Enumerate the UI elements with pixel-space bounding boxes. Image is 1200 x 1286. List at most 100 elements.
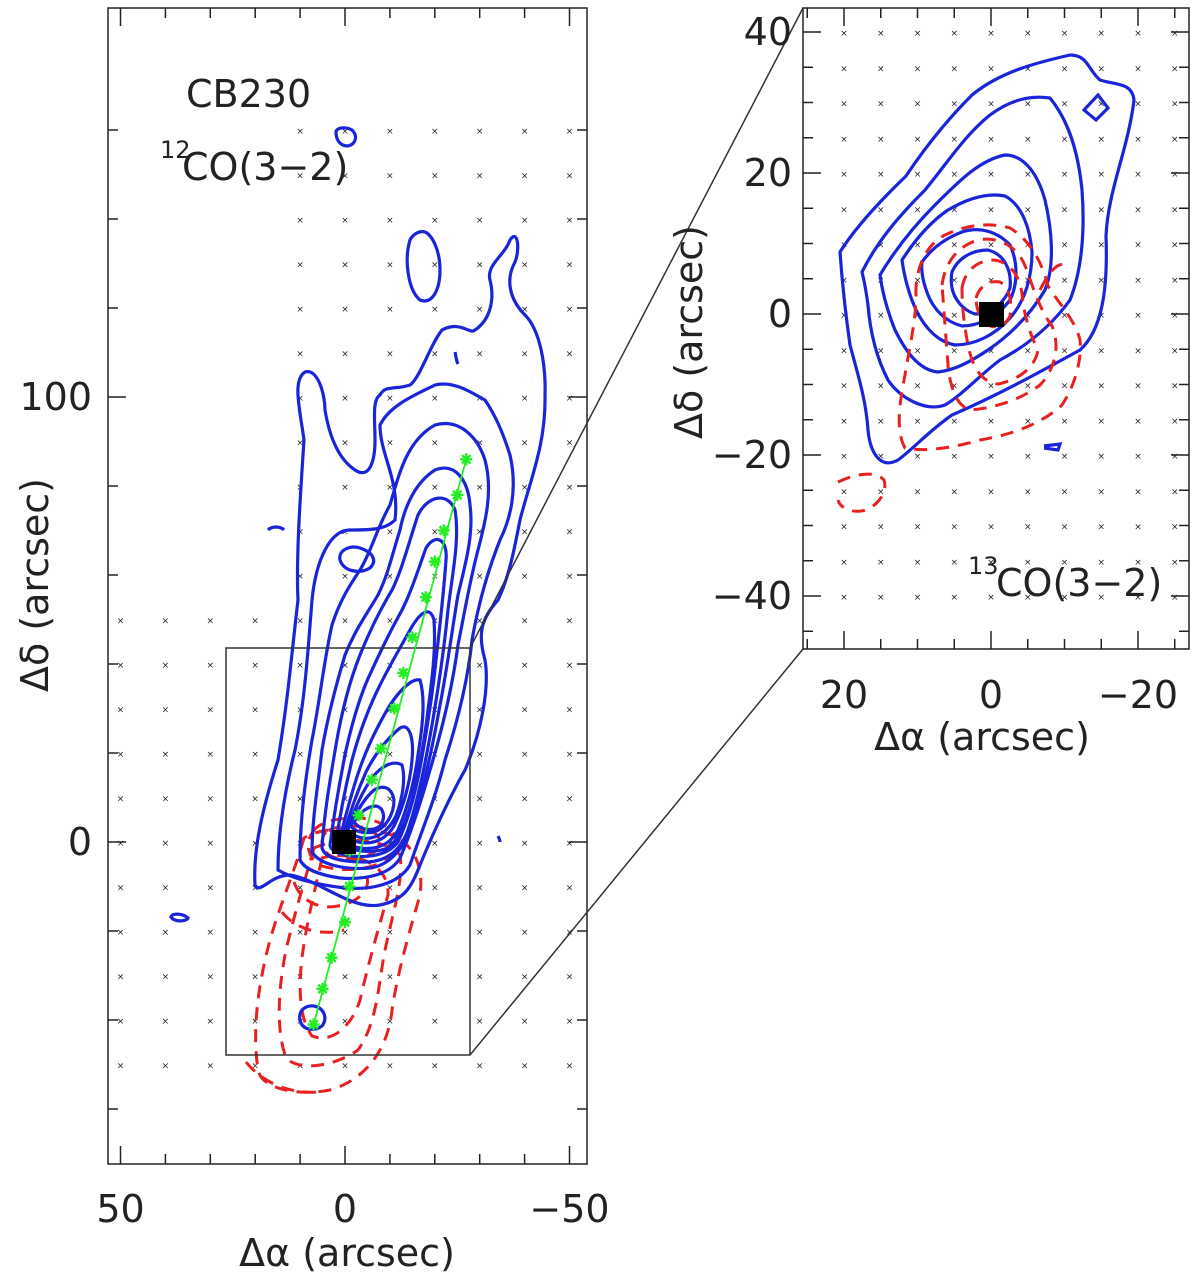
left-line-name: CO(3−2) xyxy=(182,145,348,189)
right-grid-point: × xyxy=(1024,487,1032,497)
left-y-axis-label: Δδ (arcsec) xyxy=(13,478,57,692)
right-grid-point: × xyxy=(877,346,885,356)
left-grid-point: × xyxy=(341,661,349,671)
left-red-contour xyxy=(292,873,369,909)
right-grid-point: × xyxy=(840,417,848,427)
left-grid-points: × × × × × × × × × × × × × × × × × × × × × × × × × × × × × × × × × × × × × × × ×… xyxy=(117,127,574,1072)
right-grid-point: × xyxy=(1097,593,1105,603)
left-grid-point: × xyxy=(566,884,574,894)
left-blue-contour xyxy=(328,537,448,859)
left-grid-point: × xyxy=(251,795,259,805)
left-grid-point: × xyxy=(162,706,170,716)
left-grid-point: × xyxy=(521,172,529,182)
right-grid-point: × xyxy=(1171,29,1179,39)
right-grid-point: × xyxy=(950,241,958,251)
left-grid-point: × xyxy=(117,795,125,805)
right-axis-ticks xyxy=(803,8,1189,649)
right-line-name: CO(3−2) xyxy=(996,561,1162,605)
right-grid-point: × xyxy=(987,593,995,603)
left-grid-point: × xyxy=(386,216,394,226)
right-tick-labels: 20 0 −20 40 20 0 −20 −40 xyxy=(712,10,1178,717)
left-grid-point: × xyxy=(521,661,529,671)
left-source-marker xyxy=(332,830,356,854)
right-grid-point: × xyxy=(1097,100,1105,110)
left-grid-point: × xyxy=(341,350,349,360)
right-grid-point: × xyxy=(914,523,922,533)
right-grid-point: × xyxy=(1061,346,1069,356)
left-grid-point: × xyxy=(431,439,439,449)
left-grid-point: × xyxy=(521,572,529,582)
right-grid-point: × xyxy=(914,346,922,356)
right-grid-point: × xyxy=(950,311,958,321)
right-grid-point: × xyxy=(877,100,885,110)
left-grid-point: × xyxy=(476,795,484,805)
right-grid-point: × xyxy=(987,241,995,251)
right-grid-point: × xyxy=(1134,523,1142,533)
left-grid-point: × xyxy=(162,884,170,894)
right-y-tick-label: 0 xyxy=(768,292,792,336)
left-blue-contour xyxy=(253,235,547,908)
left-grid-point: × xyxy=(566,617,574,627)
right-grid-point: × xyxy=(1097,205,1105,215)
left-grid-point: × xyxy=(566,350,574,360)
left-grid-point: × xyxy=(251,1062,259,1072)
left-grid-point: × xyxy=(566,127,574,137)
left-grid-point: × xyxy=(431,884,439,894)
right-y-tick-label: −40 xyxy=(712,574,792,618)
right-grid-point: × xyxy=(1024,593,1032,603)
left-grid-point: × xyxy=(207,1062,215,1072)
left-grid-point: × xyxy=(341,528,349,538)
right-grid-point: × xyxy=(1097,523,1105,533)
right-grid-point: × xyxy=(840,558,848,568)
left-grid-point: × xyxy=(521,839,529,849)
left-grid-point: × xyxy=(207,706,215,716)
right-grid-point: × xyxy=(950,170,958,180)
right-grid-point: × xyxy=(1097,452,1105,462)
left-grid-point: × xyxy=(566,973,574,983)
left-grid-point: × xyxy=(386,261,394,271)
outflow-axis-star xyxy=(325,951,338,964)
left-grid-point: × xyxy=(521,261,529,271)
right-grid-point: × xyxy=(987,523,995,533)
right-grid-point: × xyxy=(1171,100,1179,110)
right-grid-point: × xyxy=(1097,135,1105,145)
left-grid-point: × xyxy=(251,706,259,716)
right-grid-point: × xyxy=(840,452,848,462)
outflow-axis-star xyxy=(316,982,329,995)
left-grid-point: × xyxy=(566,528,574,538)
left-grid-point: × xyxy=(162,928,170,938)
left-grid-point: × xyxy=(207,973,215,983)
left-grid-point: × xyxy=(251,1017,259,1027)
right-blue-contour xyxy=(1081,92,1111,123)
left-grid-point: × xyxy=(431,261,439,271)
left-grid-point: × xyxy=(162,750,170,760)
left-grid-point: × xyxy=(431,928,439,938)
left-grid-point: × xyxy=(386,439,394,449)
left-grid-point: × xyxy=(341,216,349,226)
left-source-name: CB230 xyxy=(186,72,311,116)
left-grid-point: × xyxy=(341,394,349,404)
left-grid-point: × xyxy=(117,839,125,849)
right-grid-point: × xyxy=(1024,452,1032,462)
right-grid-point: × xyxy=(914,593,922,603)
right-grid-point: × xyxy=(1171,593,1179,603)
left-grid-point: × xyxy=(386,127,394,137)
right-grid-point: × xyxy=(1134,417,1142,427)
left-blue-contour xyxy=(334,126,358,148)
left-blue-contour xyxy=(266,525,286,532)
left-grid-point: × xyxy=(431,172,439,182)
right-grid-point: × xyxy=(1097,170,1105,180)
left-grid-point: × xyxy=(117,617,125,627)
outflow-axis-star xyxy=(339,916,351,929)
outflow-axis-star xyxy=(397,666,410,679)
left-blue-contour xyxy=(298,1004,327,1031)
right-grid-point: × xyxy=(950,523,958,533)
right-grid-point: × xyxy=(1134,205,1142,215)
left-grid-point: × xyxy=(341,1062,349,1072)
left-grid-point: × xyxy=(476,439,484,449)
right-red-contour xyxy=(836,472,887,513)
left-grid-point: × xyxy=(341,127,349,137)
right-grid-point: × xyxy=(1097,417,1105,427)
right-grid-point: × xyxy=(987,135,995,145)
left-grid-point: × xyxy=(341,261,349,271)
